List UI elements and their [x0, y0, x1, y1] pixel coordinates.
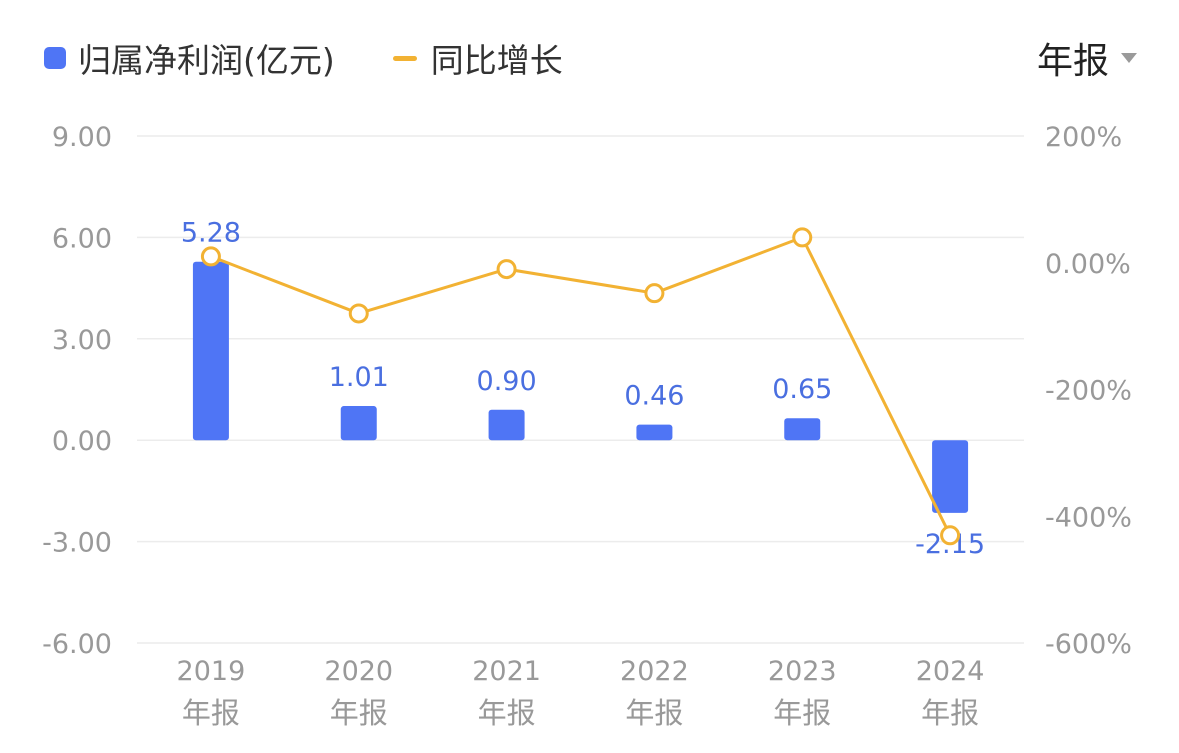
y-right-tick-label: 200%: [1045, 122, 1122, 153]
bar-value-label: 0.46: [624, 381, 684, 412]
legend-line-swatch-icon: [392, 55, 417, 61]
x-tick-label-year: 2020: [324, 656, 393, 687]
y-left-tick-label: 0.00: [52, 426, 112, 457]
bar: [488, 409, 525, 441]
growth-point: [940, 525, 961, 546]
x-tick-label-year: 2023: [768, 656, 837, 687]
bar: [784, 418, 821, 441]
y-left-tick-label: -3.00: [42, 528, 112, 559]
growth-point: [496, 259, 517, 280]
chevron-down-icon: [1121, 53, 1137, 63]
growth-line: [210, 235, 952, 536]
y-left-tick-label: -6.00: [42, 629, 112, 660]
x-tick-label-suffix: 年报: [478, 696, 536, 730]
x-tick-label-suffix: 年报: [921, 696, 979, 730]
legend-bar-swatch-icon: [44, 47, 66, 69]
bar: [192, 261, 229, 441]
legend-label-net-profit: 归属净利润(亿元): [78, 41, 335, 80]
x-tick-label-year: 2021: [472, 656, 541, 687]
x-tick-label-suffix: 年报: [773, 696, 831, 730]
x-tick-label-year: 2022: [620, 656, 689, 687]
bar: [636, 424, 673, 441]
bar-value-label: 0.65: [772, 374, 832, 405]
x-tick-label-year: 2024: [916, 656, 985, 687]
period-selector-value: 年报: [1036, 41, 1109, 82]
bar-value-label: 1.01: [329, 362, 389, 393]
x-tick-label-year: 2019: [177, 656, 246, 687]
y-left-tick-label: 6.00: [52, 223, 112, 254]
bar-value-label: 0.90: [477, 366, 537, 397]
legend-item-net-profit[interactable]: 归属净利润(亿元): [44, 34, 335, 82]
legend-item-yoy-growth[interactable]: 同比增长: [392, 34, 563, 82]
y-left-tick-label: 9.00: [52, 122, 112, 153]
y-right-tick-label: -200%: [1045, 376, 1132, 407]
growth-point: [348, 303, 369, 324]
x-tick-label-suffix: 年报: [625, 696, 683, 730]
bar-value-label: 5.28: [181, 218, 241, 249]
growth-point: [792, 227, 813, 248]
bar: [932, 440, 969, 513]
growth-point: [200, 246, 221, 267]
y-left-tick-label: 3.00: [52, 325, 112, 356]
period-selector[interactable]: 年报: [1037, 32, 1137, 84]
bar: [340, 406, 377, 441]
legend: 归属净利润(亿元) 同比增长: [44, 34, 621, 82]
y-right-tick-label: 0.00%: [1045, 249, 1131, 280]
legend-label-yoy-growth: 同比增长: [430, 41, 563, 80]
x-tick-label-suffix: 年报: [330, 696, 388, 730]
y-right-tick-label: -400%: [1045, 502, 1132, 533]
x-tick-label-suffix: 年报: [182, 696, 240, 730]
growth-point: [644, 283, 665, 304]
y-right-tick-label: -600%: [1045, 629, 1132, 660]
